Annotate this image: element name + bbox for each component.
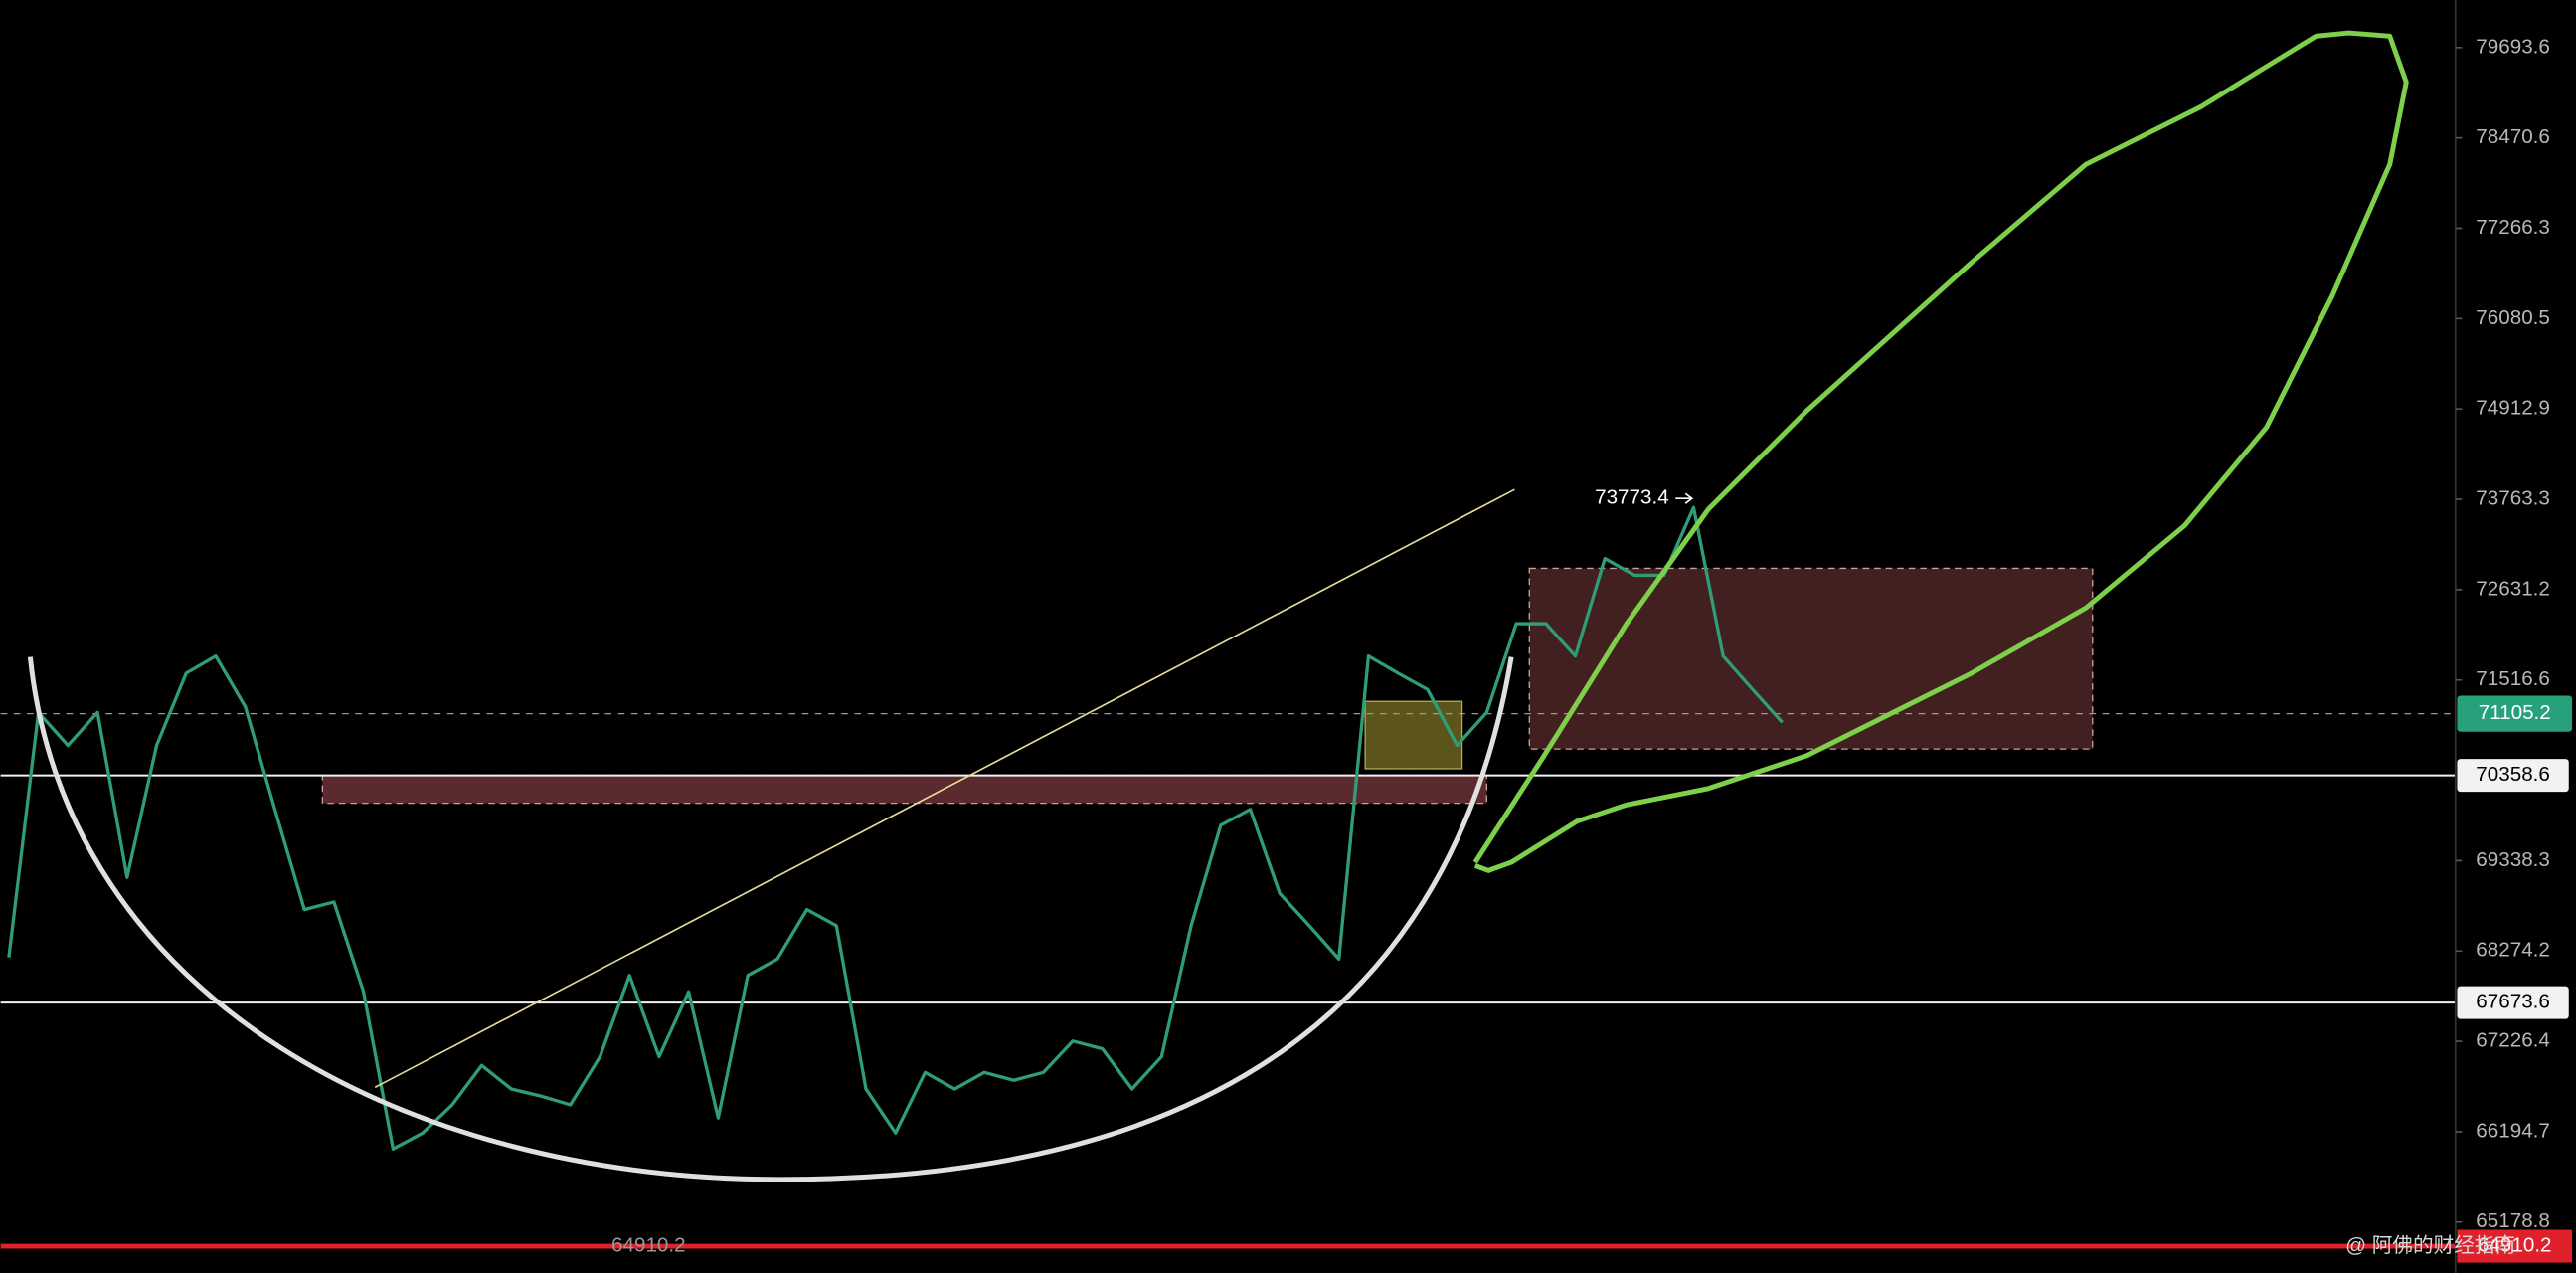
y-tick-label: 73763.3 — [2476, 486, 2550, 509]
trend-line — [374, 488, 1515, 1089]
y-tick-label: 71516.6 — [2476, 667, 2550, 690]
y-tick-label: 67226.4 — [2476, 1029, 2550, 1052]
y-tick-label: 78470.6 — [2476, 125, 2550, 148]
level-label: 70358.6 — [2476, 763, 2550, 786]
drawings — [321, 567, 2094, 805]
y-tick-label: 66194.7 — [2476, 1119, 2550, 1142]
high-arrow — [1684, 492, 1694, 504]
watermark: @ 阿佛的财经指南 — [2345, 1234, 2515, 1257]
y-tick-label: 65178.8 — [2476, 1209, 2550, 1232]
low-label-box — [2457, 1229, 2573, 1263]
level-label-box — [2457, 986, 2569, 1019]
drawings — [27, 30, 2409, 1182]
highlight-box — [1364, 700, 1463, 770]
price-series — [7, 505, 1784, 1151]
y-tick-label: 76080.5 — [2476, 306, 2550, 329]
axis-panel — [2455, 0, 2576, 1273]
y-tick-label: 79693.6 — [2476, 35, 2550, 58]
price-line — [7, 505, 1784, 1151]
y-tick-label: 69338.3 — [2476, 848, 2550, 871]
supply-zone — [1528, 567, 2094, 750]
low-annotation: 64910.2 — [611, 1233, 686, 1256]
last-price-label: 71105.2 — [2479, 701, 2551, 724]
y-tick-label: 74912.9 — [2476, 397, 2550, 420]
projection-loop — [1472, 30, 2409, 873]
y-tick-label: 72631.2 — [2476, 577, 2550, 600]
last-price-box — [2457, 695, 2573, 732]
level-label: 67673.6 — [2476, 991, 2550, 1013]
levels: 64910.2 73773.4 — [0, 486, 2576, 1256]
price-axis: 79693.6 78470.6 77266.3 76080.5 74912.9 73763… — [2454, 0, 2576, 1273]
resistance-zone — [321, 774, 1488, 805]
level-label-box — [2457, 759, 2569, 793]
y-tick-label: 68274.2 — [2476, 939, 2550, 962]
low-label: 64910.2 — [2478, 1233, 2552, 1256]
cup-curve — [27, 656, 1514, 1182]
y-tick-label: 77266.3 — [2476, 216, 2550, 239]
high-annotation: 73773.4 — [1595, 486, 1669, 509]
